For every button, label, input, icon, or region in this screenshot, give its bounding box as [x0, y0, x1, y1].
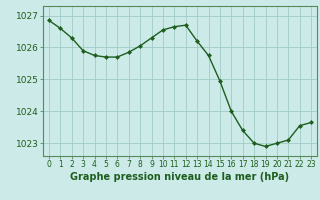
X-axis label: Graphe pression niveau de la mer (hPa): Graphe pression niveau de la mer (hPa) — [70, 172, 290, 182]
